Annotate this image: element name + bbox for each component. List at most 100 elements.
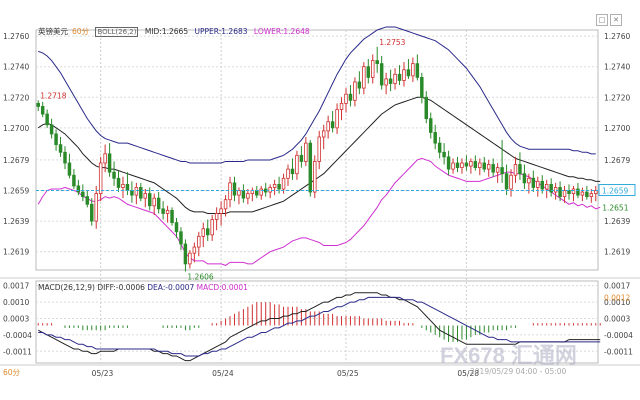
candle-body — [420, 76, 424, 98]
price-tick-left: 1.2659 — [3, 187, 29, 196]
candle-body — [428, 118, 433, 133]
macd-tick-right: -0.0004 — [604, 331, 633, 340]
candle-body — [504, 173, 509, 190]
candle-body — [277, 183, 281, 190]
candle-body — [165, 209, 170, 214]
datetime-label: 2019/05/29 04:00 - 05:00 — [470, 367, 567, 376]
candle-body — [295, 154, 299, 175]
candle-body — [121, 183, 125, 188]
candle-body — [406, 69, 411, 77]
candle-body — [540, 180, 544, 190]
candle-body — [90, 203, 94, 222]
candle-body — [290, 168, 295, 175]
candle-body — [478, 162, 482, 168]
candle-body — [40, 106, 45, 115]
candle-body — [362, 66, 366, 89]
candle-body — [357, 81, 362, 89]
candle-body — [366, 66, 371, 78]
symbol-label: 英镑美元 — [38, 27, 68, 36]
candle-body — [469, 161, 473, 167]
candle-body — [125, 183, 130, 191]
candle-body — [72, 174, 76, 187]
candle-body — [232, 182, 237, 196]
boll-lower-value: LOWER:1.2648 — [253, 27, 310, 36]
macd-tick-left: 0.0003 — [3, 314, 29, 323]
candle-body — [442, 151, 446, 158]
candle-body — [571, 188, 576, 194]
macd-tick-left: 0.0017 — [3, 282, 29, 291]
candle-body — [491, 164, 495, 173]
candle-body — [464, 162, 469, 167]
candle-body — [192, 246, 197, 254]
macd-diff-value: DIFF:-0.0006 — [97, 283, 145, 292]
indicator-tag[interactable]: BOLL(26,2) — [95, 27, 139, 37]
price-tick-right: 1.2700 — [604, 124, 630, 133]
x-tick-label: 05/25 — [337, 369, 359, 378]
candle-body — [536, 180, 540, 188]
macd-params-label: MACD(26,12,9) — [38, 283, 95, 292]
candle-body — [549, 183, 553, 193]
close-button[interactable]: ✕ — [610, 14, 622, 26]
price-tick-right: 1.2720 — [604, 93, 630, 102]
last-price-label: 1.2659 — [602, 187, 628, 196]
candle-body — [594, 190, 598, 194]
candle-body — [482, 162, 486, 170]
candle-body — [321, 130, 326, 138]
candle-body — [544, 183, 549, 190]
candle-body — [179, 231, 183, 245]
candle-body — [353, 81, 357, 101]
candle-body — [259, 188, 263, 196]
macd-current-label: 0.0012 — [604, 293, 630, 302]
candle-body — [205, 228, 210, 236]
candle-body — [98, 162, 103, 194]
price-tick-left: 1.2619 — [3, 248, 29, 257]
candle-body — [197, 235, 201, 248]
candle-body — [460, 162, 464, 168]
candle-body — [139, 187, 143, 199]
maximize-button[interactable]: □ — [596, 14, 608, 26]
timeframe-footer-label[interactable]: 60分 — [3, 368, 21, 377]
candle-body — [58, 144, 63, 153]
candle-body — [299, 154, 304, 162]
candle-body — [134, 187, 139, 196]
candle-body — [509, 174, 513, 190]
candle-body — [130, 190, 134, 196]
macd-tick-right: 0.0010 — [604, 298, 630, 307]
candle-body — [45, 113, 49, 126]
price-tick-left: 1.2679 — [3, 156, 29, 165]
candle-body — [379, 63, 384, 86]
candle-body — [286, 168, 290, 179]
candle-body — [214, 213, 219, 220]
macd-value: MACD:0.0001 — [196, 283, 248, 292]
macd-tick-left: 0.0010 — [3, 298, 29, 307]
price-tick-right: 1.2679 — [604, 156, 630, 165]
candle-body — [143, 193, 148, 199]
macd-dea-line — [38, 296, 601, 357]
price-tick-right: 1.2639 — [604, 217, 630, 226]
price-tick-left: 1.2760 — [3, 32, 29, 41]
candle-body — [103, 153, 107, 164]
candle-body — [348, 93, 353, 101]
candle-body — [344, 93, 348, 104]
last-price-tag — [598, 184, 636, 197]
candle-body — [255, 190, 259, 196]
timeframe-label[interactable]: 60分 — [72, 27, 90, 36]
candle-body — [589, 193, 594, 198]
candle-body — [562, 190, 567, 198]
candle-body — [237, 190, 241, 196]
candle-body — [339, 102, 344, 110]
candle-body — [304, 142, 308, 162]
price-tick-left: 1.2740 — [3, 63, 29, 72]
candle-body — [402, 69, 406, 81]
candle-body — [156, 197, 161, 210]
macd-tick-right: 0.0017 — [604, 282, 630, 291]
candle-body — [317, 136, 321, 162]
candle-body — [531, 177, 536, 188]
macd-dea-value: DEA:-0.0007 — [147, 283, 195, 292]
candle-body — [223, 199, 228, 210]
price-annotation: 1.2753 — [379, 38, 405, 47]
x-tick-label: 05/24 — [212, 369, 234, 378]
candle-body — [219, 208, 223, 214]
candle-body — [500, 167, 504, 175]
